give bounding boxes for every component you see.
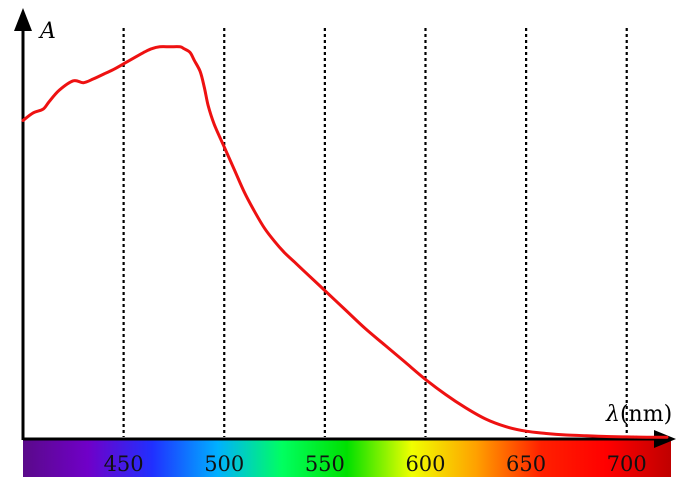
x-tick-label-600: 600 bbox=[405, 452, 445, 476]
x-axis-label: λ(nm) bbox=[605, 402, 672, 427]
x-tick-label-650: 650 bbox=[506, 452, 546, 476]
visible-spectrum-bar bbox=[23, 440, 671, 477]
x-tick-label-500: 500 bbox=[204, 452, 244, 476]
x-tick-label-700: 700 bbox=[607, 452, 647, 476]
y-axis-arrow-icon bbox=[14, 8, 32, 31]
absorbance-curve bbox=[21, 45, 669, 439]
x-axis-arrow-icon bbox=[654, 430, 676, 448]
x-tick-labels: 450 500 550 600 650 700 bbox=[104, 452, 647, 476]
gridlines bbox=[122, 28, 628, 437]
x-axis-symbol: λ bbox=[605, 402, 620, 427]
x-axis-unit: (nm) bbox=[620, 402, 672, 427]
x-tick-label-550: 550 bbox=[305, 452, 345, 476]
y-axis-label: A bbox=[38, 19, 56, 44]
x-tick-label-450: 450 bbox=[104, 452, 144, 476]
